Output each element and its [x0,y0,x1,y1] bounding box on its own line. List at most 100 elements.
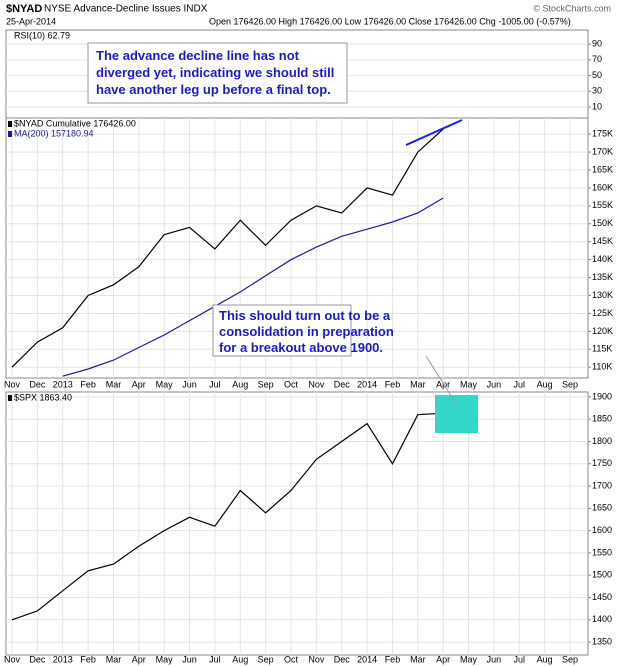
y-tick-label: 1850 [592,414,612,424]
trend-line [405,119,463,146]
y-tick-label: 70 [592,54,602,64]
x-tick-label: Sep [562,379,578,389]
y-tick-label: 150K [592,218,613,228]
x-tick-label: Oct [284,379,299,389]
symbol-name: NYSE Advance-Decline Issues INDX [44,4,208,15]
x-tick-label: 2014 [357,654,377,664]
x-tick-label: Feb [385,654,401,664]
x-tick-label: Jun [182,654,197,664]
x-tick-label: Aug [232,379,248,389]
legend-swatch [8,131,12,137]
x-tick-label: Aug [537,379,553,389]
x-tick-label: Apr [436,654,450,664]
legend-label: RSI(10) 62.79 [14,30,70,40]
y-tick-label: 10 [592,101,602,111]
x-tick-label: May [460,654,478,664]
x-tick-label: Mar [106,379,122,389]
y-tick-label: 140K [592,254,613,264]
annotation-box [87,42,348,104]
y-tick-label: 90 [592,39,602,49]
y-tick-label: 1800 [592,436,612,446]
x-tick-label: Aug [537,654,553,664]
legend-label: MA(200) 157180.94 [14,128,94,138]
legend-label: $NYAD Cumulative 176426.00 [14,118,136,128]
annotation-line: have another leg up before a final top. [96,82,331,97]
x-tick-label: Feb [385,379,401,389]
x-tick-label: Apr [132,379,146,389]
x-tick-label: Mar [410,654,426,664]
y-tick-label: 1600 [592,525,612,535]
x-tick-label: Jun [487,379,502,389]
legend-swatch [8,121,12,127]
legend-swatch [8,395,12,401]
spx-panel [5,391,589,656]
annotation-line: for a breakout above 1900. [219,340,383,355]
annotation-line: The advance decline line has not [96,48,300,63]
y-tick-label: 175K [592,129,613,139]
y-tick-label: 1450 [592,592,612,602]
y-tick-label: 120K [592,326,613,336]
x-tick-label: Aug [232,654,248,664]
x-tick-label: Dec [29,379,46,389]
series-line [11,128,444,368]
x-tick-label: Mar [106,654,122,664]
y-tick-label: 30 [592,86,602,96]
y-tick-label: 1650 [592,503,612,513]
series-line [62,197,444,377]
y-tick-label: 1500 [592,570,612,580]
annotation-line: consolidation in preparation [219,324,394,339]
x-tick-label: Sep [562,654,578,664]
highlight-box [435,395,478,433]
annotation-line: This should turn out to be a [219,308,391,323]
date: 25-Apr-2014 [6,16,56,26]
y-tick-label: 1550 [592,547,612,557]
x-tick-label: Nov [4,379,21,389]
y-tick-label: 115K [592,344,612,354]
y-tick-label: 110K [592,362,612,372]
legend-label: $SPX 1863.40 [14,392,72,402]
x-tick-label: 2013 [53,654,73,664]
x-tick-label: Dec [29,654,46,664]
x-tick-label: Sep [258,379,274,389]
y-tick-label: 130K [592,290,613,300]
x-tick-label: May [460,379,478,389]
x-tick-label: Jul [514,379,526,389]
x-tick-label: Apr [436,379,450,389]
source: © StockCharts.com [533,3,611,13]
x-tick-label: Apr [132,654,146,664]
x-tick-label: Jul [209,379,221,389]
y-tick-label: 1400 [592,614,612,624]
x-tick-label: Jun [487,654,502,664]
y-tick-label: 1350 [592,636,612,646]
x-tick-label: May [156,654,174,664]
y-tick-label: 165K [592,164,613,174]
y-tick-label: 125K [592,308,613,318]
x-tick-label: Sep [258,654,274,664]
x-tick-label: Feb [80,654,96,664]
x-tick-label: Mar [410,379,426,389]
annotation-line: diverged yet, indicating we should still [96,65,334,80]
x-tick-label: Feb [80,379,96,389]
x-tick-label: Oct [284,654,299,664]
x-tick-label: Nov [4,654,21,664]
annotation-box [212,304,352,357]
x-tick-label: Dec [334,379,351,389]
x-tick-label: May [156,379,174,389]
y-tick-label: 1700 [592,480,612,490]
quote: Open 176426.00 High 176426.00 Low 176426… [209,16,571,26]
y-tick-label: 145K [592,236,613,246]
x-tick-label: Jul [209,654,221,664]
y-tick-label: 1750 [592,458,612,468]
y-tick-label: 170K [592,146,613,156]
x-tick-label: 2013 [53,379,73,389]
series-line [11,412,444,621]
x-tick-label: Jun [182,379,197,389]
symbol: $NYAD [6,3,42,15]
y-tick-label: 50 [592,70,602,80]
x-tick-label: Jul [514,654,526,664]
y-tick-label: 160K [592,182,613,192]
x-tick-label: Nov [308,654,325,664]
x-tick-label: Nov [308,379,325,389]
y-tick-label: 135K [592,272,613,282]
y-tick-label: 1900 [592,391,612,401]
